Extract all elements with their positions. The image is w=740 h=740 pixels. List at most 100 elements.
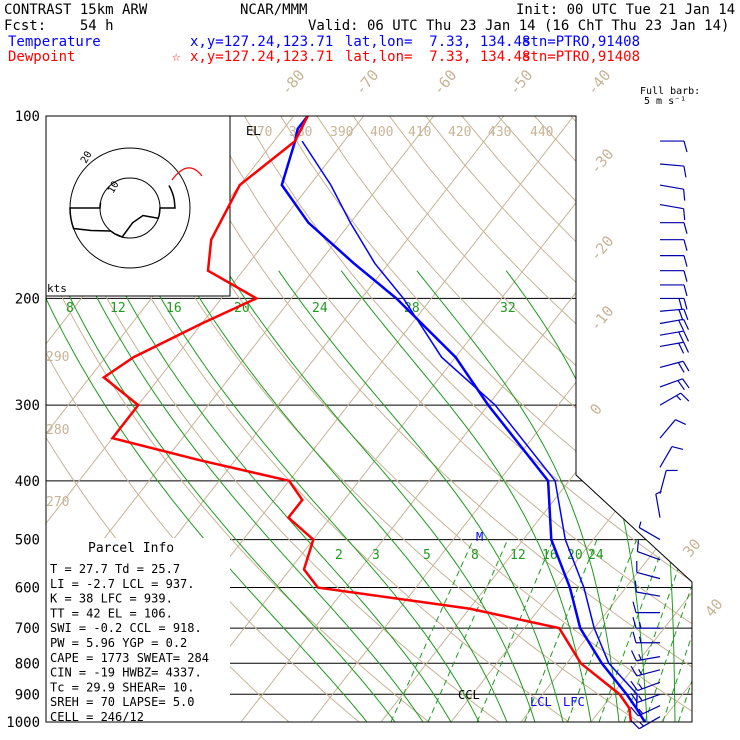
wind-barb-staff [636, 571, 661, 580]
wind-barb-flag [634, 580, 637, 593]
wind-barb-staff [636, 591, 661, 597]
dewpoint-xy: x,y=127.24,123.71 [190, 49, 334, 65]
isotherm-line [240, 116, 692, 722]
pressure-tick-label: 500 [15, 533, 40, 549]
wind-barb-staff [659, 470, 667, 494]
wind-barb-half-flag [638, 668, 643, 675]
wind-barb [659, 184, 686, 201]
wind-barb [659, 469, 678, 494]
dry-adiabat-tick-label: 440 [530, 125, 553, 140]
parcel-info-row: PW = 5.96 YGP = 0.2 [50, 636, 187, 650]
wind-barb-staff [659, 184, 684, 190]
wind-barb [659, 203, 686, 221]
wind-barb-flag [683, 319, 690, 330]
wind-barb-flag [682, 360, 690, 372]
el-label: EL [246, 124, 260, 138]
wind-barb [659, 445, 684, 468]
moist-adiabat-line [278, 270, 564, 722]
hodo-ring-20-label: 20 [79, 150, 95, 166]
hodograph-storm-arc [171, 167, 203, 181]
wind-barb-flag [682, 378, 690, 389]
wind-barb-half-flag [655, 490, 662, 495]
ccl-label: CCL [458, 688, 480, 702]
moist-adiabat-line [111, 270, 452, 722]
dry-adiabat-tick-label: 410 [408, 125, 431, 140]
dry-adiabat-tick-label: 390 [330, 125, 353, 140]
wind-barb-half-flag [638, 654, 642, 661]
mixing-ratio-tick-label: 3 [372, 548, 380, 563]
mixing-ratio-tick-label: 20 [234, 301, 250, 316]
pressure-tick-label: 1000 [6, 715, 40, 731]
wind-barb-flag [630, 650, 637, 662]
wind-barb [659, 163, 687, 178]
wind-barb-flag [683, 222, 688, 234]
wind-barb [632, 616, 660, 629]
isotherm-tick-label: -70 [351, 66, 382, 98]
moist-adiabat-line [144, 270, 480, 722]
wind-barb-flag [678, 342, 685, 354]
valid-time: Valid: 06 UTC Thu 23 Jan 14 (16 ChT Thu … [308, 18, 730, 34]
isotherm-tick-label: -20 [586, 232, 617, 264]
mixing-ratio-tick-label: 32 [500, 301, 516, 316]
parcel-info-row: Tc = 29.9 SHEAR= 10. [50, 680, 195, 694]
wind-barb [660, 270, 688, 282]
wind-barb [660, 239, 688, 251]
dry-adiabat-line [243, 116, 692, 722]
dry-adiabat-tick-label: 290 [46, 350, 69, 365]
plot-frame [45, 115, 693, 723]
isotherm-line [0, 116, 14, 722]
dry-adiabat-tick-label: 420 [448, 125, 471, 140]
parcel-info-row: CELL = 246/12 [50, 710, 144, 724]
wind-barb-flag [683, 189, 686, 201]
pressure-tick-label: 600 [15, 581, 40, 597]
wind-barb [655, 490, 662, 518]
parcel-info-row: SWI = -0.2 CCL = 918. [50, 621, 202, 635]
dry-adiabat-tick-label: 430 [488, 125, 511, 140]
wind-barb-staff [659, 392, 682, 406]
isotherm-tick-label: 0 [586, 400, 606, 418]
dewpoint-label: Dewpoint [8, 49, 76, 65]
wind-barb [660, 140, 688, 153]
dry-adiabat-line [679, 116, 692, 722]
wind-barb-staff [637, 681, 661, 692]
wind-barb-half-flag [638, 621, 642, 629]
wind-barb-flag [683, 341, 690, 353]
wind-barb-half-flag [638, 695, 643, 702]
isotherm-line [520, 116, 692, 722]
parcel-info-row: CIN = -19 HWBZ= 4337. [50, 666, 202, 680]
mixing-ratio-line [598, 539, 667, 722]
isotherm-tick-label: 30 [679, 535, 704, 560]
mixing-ratio-line [662, 539, 692, 722]
dry-adiabat-tick-label: 280 [46, 423, 69, 438]
wind-barb [630, 665, 661, 677]
center-title: NCAR/MMM [240, 2, 308, 18]
dry-adiabat-line [316, 116, 692, 722]
wind-barb-flag [632, 616, 637, 629]
parcel-info-row: T = 27.7 Td = 25.7 [50, 562, 180, 576]
wind-barb-flag [636, 540, 639, 552]
pressure-tick-label: 700 [15, 621, 40, 637]
parcel-info-row: K = 38 LFC = 939. [50, 592, 173, 606]
dry-adiabat-line [280, 116, 692, 722]
hodo-kts-label: kts [47, 282, 67, 295]
wind-barb-staff [655, 493, 661, 518]
wind-barb [660, 297, 688, 310]
forecast-hour: Fcst: 54 h [4, 18, 114, 34]
isotherm-line [310, 116, 692, 722]
moist-adiabat-line [46, 270, 368, 722]
dry-adiabat-line [352, 116, 692, 722]
wind-barb [630, 692, 661, 704]
isotherm-tick-label: -50 [505, 66, 536, 98]
mixing-ratio-tick-label: 12 [510, 548, 526, 563]
isotherm-line [46, 116, 435, 722]
dry-adiabat-line [207, 116, 692, 722]
wind-barb-flag [671, 445, 684, 451]
dry-adiabat-tick-label: 370 [249, 125, 272, 140]
lfc-label: LFC [563, 695, 585, 709]
pressure-tick-label: 100 [15, 109, 40, 125]
wind-barb-staff [659, 318, 684, 325]
wind-barb-half-flag [638, 521, 642, 528]
hodo-ring-10-label: 10 [106, 180, 122, 196]
wind-barb-staff [659, 360, 684, 369]
